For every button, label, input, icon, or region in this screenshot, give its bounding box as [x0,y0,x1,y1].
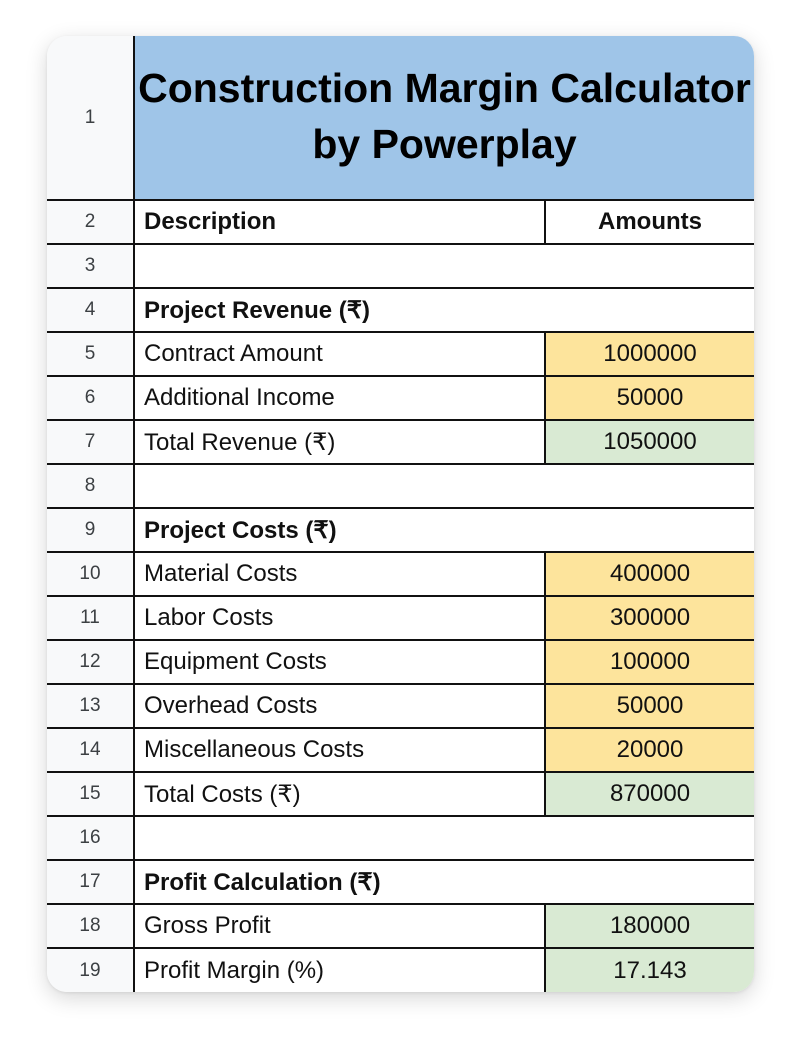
description-header-cell[interactable]: Description [135,201,546,243]
sheet-row-16: 16 [47,817,754,861]
description-cell[interactable]: Profit Margin (%) [135,949,546,992]
amount-input-cell[interactable]: 50000 [546,377,754,419]
section-header-cell[interactable]: Project Revenue (₹) [144,296,370,324]
sheet-row-2: 2 Description Amounts [47,201,754,245]
empty-cell[interactable] [135,465,754,507]
amount-input-cell[interactable]: 400000 [546,553,754,595]
description-cell[interactable]: Material Costs [135,553,546,595]
sheet-row-3: 3 [47,245,754,289]
sheet-row-14: 14 Miscellaneous Costs 20000 [47,729,754,773]
sheet-row-8: 8 [47,465,754,509]
row-number[interactable]: 12 [47,641,135,683]
description-cell[interactable]: Labor Costs [135,597,546,639]
title-cell[interactable]: Construction Margin Calculator by Powerp… [135,36,754,199]
amount-calculated-cell[interactable]: 1050000 [546,421,754,463]
sheet-row-9: 9 Project Costs (₹) [47,509,754,553]
sheet-row-10: 10 Material Costs 400000 [47,553,754,597]
sheet-row-19: 19 Profit Margin (%) 17.143 [47,949,754,992]
row-number[interactable]: 9 [47,509,135,551]
empty-cell[interactable] [135,245,754,287]
row-number[interactable]: 8 [47,465,135,507]
row-number[interactable]: 4 [47,289,135,331]
amount-input-cell[interactable]: 50000 [546,685,754,727]
row-number[interactable]: 2 [47,201,135,243]
row-number[interactable]: 10 [47,553,135,595]
row-number[interactable]: 3 [47,245,135,287]
row-number[interactable]: 15 [47,773,135,815]
description-cell[interactable]: Contract Amount [135,333,546,375]
sheet-row-7: 7 Total Revenue (₹) 1050000 [47,421,754,465]
row-number[interactable]: 13 [47,685,135,727]
row-number[interactable]: 19 [47,949,135,992]
sheet-row-5: 5 Contract Amount 1000000 [47,333,754,377]
sheet-row-12: 12 Equipment Costs 100000 [47,641,754,685]
sheet-row-11: 11 Labor Costs 300000 [47,597,754,641]
sheet-row-18: 18 Gross Profit 180000 [47,905,754,949]
row-number[interactable]: 16 [47,817,135,859]
section-header-cell[interactable]: Profit Calculation (₹) [144,868,381,896]
row-number[interactable]: 6 [47,377,135,419]
sheet-row-17: 17 Profit Calculation (₹) [47,861,754,905]
amount-input-cell[interactable]: 20000 [546,729,754,771]
sheet-row-4: 4 Project Revenue (₹) [47,289,754,333]
amount-calculated-cell[interactable]: 870000 [546,773,754,815]
sheet-row-6: 6 Additional Income 50000 [47,377,754,421]
row-number[interactable]: 1 [47,36,135,199]
sheet-row-1: 1 Construction Margin Calculator by Powe… [47,36,754,201]
description-cell[interactable]: Total Revenue (₹) [135,421,546,463]
empty-cell[interactable] [135,817,754,859]
spreadsheet-card: 1 Construction Margin Calculator by Powe… [47,36,754,992]
amount-calculated-cell[interactable]: 180000 [546,905,754,947]
description-cell[interactable]: Gross Profit [135,905,546,947]
description-cell[interactable]: Miscellaneous Costs [135,729,546,771]
amount-input-cell[interactable]: 1000000 [546,333,754,375]
description-cell[interactable]: Total Costs (₹) [135,773,546,815]
row-number[interactable]: 17 [47,861,135,903]
amounts-header-cell[interactable]: Amounts [598,208,702,235]
row-number[interactable]: 5 [47,333,135,375]
sheet-row-13: 13 Overhead Costs 50000 [47,685,754,729]
row-number[interactable]: 7 [47,421,135,463]
amount-calculated-cell[interactable]: 17.143 [546,949,754,992]
description-cell[interactable]: Equipment Costs [135,641,546,683]
description-cell[interactable]: Additional Income [135,377,546,419]
amount-input-cell[interactable]: 300000 [546,597,754,639]
section-header-cell[interactable]: Project Costs (₹) [144,516,337,544]
row-number[interactable]: 18 [47,905,135,947]
row-number[interactable]: 14 [47,729,135,771]
amount-input-cell[interactable]: 100000 [546,641,754,683]
sheet-row-15: 15 Total Costs (₹) 870000 [47,773,754,817]
row-number[interactable]: 11 [47,597,135,639]
description-cell[interactable]: Overhead Costs [135,685,546,727]
